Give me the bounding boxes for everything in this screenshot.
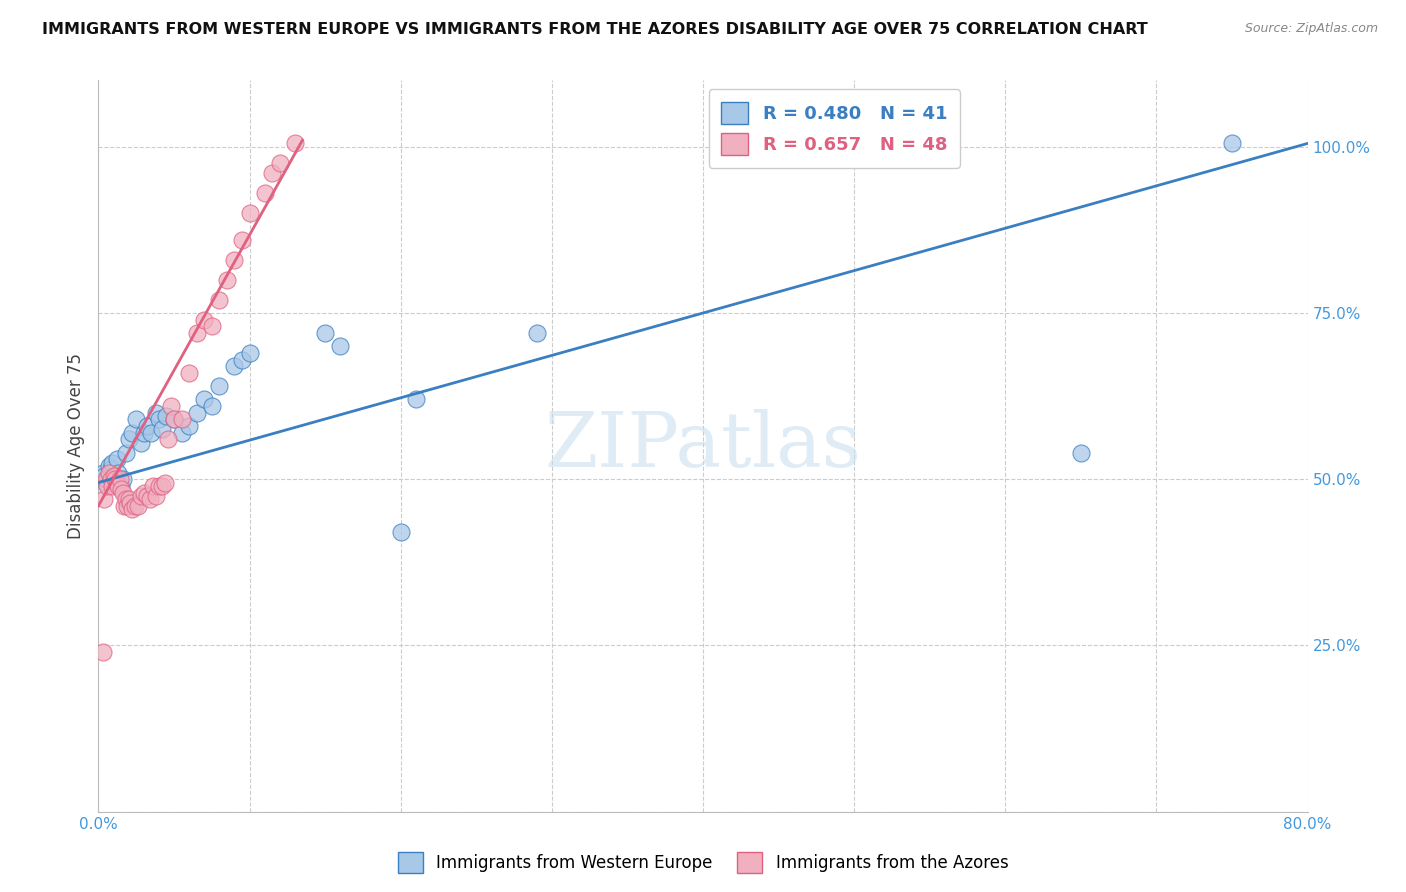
Point xyxy=(91,466,114,480)
Point xyxy=(101,479,124,493)
Point xyxy=(100,462,122,476)
Point xyxy=(405,392,427,407)
Point xyxy=(163,412,186,426)
Point xyxy=(224,359,246,374)
Point xyxy=(231,352,253,367)
Point xyxy=(121,425,143,440)
Point xyxy=(127,499,149,513)
Point xyxy=(239,346,262,360)
Point xyxy=(262,166,284,180)
Point xyxy=(111,485,134,500)
Point xyxy=(107,466,129,480)
Point xyxy=(186,326,208,340)
Point xyxy=(124,499,146,513)
Point xyxy=(314,326,336,340)
Point xyxy=(135,489,157,503)
Point xyxy=(389,525,412,540)
Point xyxy=(139,492,162,507)
Point xyxy=(110,482,132,496)
Point xyxy=(98,458,121,473)
Point xyxy=(284,136,307,151)
Point xyxy=(1220,136,1243,151)
Point xyxy=(186,406,208,420)
Point xyxy=(108,472,131,486)
Point xyxy=(208,379,231,393)
Legend: Immigrants from Western Europe, Immigrants from the Azores: Immigrants from Western Europe, Immigran… xyxy=(391,846,1015,880)
Point xyxy=(129,435,152,450)
Point xyxy=(145,406,167,420)
Point xyxy=(208,293,231,307)
Text: Source: ZipAtlas.com: Source: ZipAtlas.com xyxy=(1244,22,1378,36)
Point xyxy=(105,475,128,490)
Point xyxy=(125,412,148,426)
Point xyxy=(141,425,163,440)
Point xyxy=(121,502,143,516)
Point xyxy=(98,466,121,480)
Point xyxy=(155,409,177,423)
Point xyxy=(94,472,117,486)
Point xyxy=(145,489,167,503)
Point xyxy=(153,475,176,490)
Legend: R = 0.480   N = 41, R = 0.657   N = 48: R = 0.480 N = 41, R = 0.657 N = 48 xyxy=(709,89,960,168)
Point xyxy=(329,339,352,353)
Text: IMMIGRANTS FROM WESTERN EUROPE VS IMMIGRANTS FROM THE AZORES DISABILITY AGE OVER: IMMIGRANTS FROM WESTERN EUROPE VS IMMIGR… xyxy=(42,22,1147,37)
Point xyxy=(114,492,136,507)
Point xyxy=(115,499,138,513)
Point xyxy=(118,433,141,447)
Point xyxy=(201,319,224,334)
Point xyxy=(118,492,141,507)
Point xyxy=(107,479,129,493)
Point xyxy=(105,452,128,467)
Point xyxy=(114,445,136,459)
Point xyxy=(170,425,193,440)
Point xyxy=(96,472,118,486)
Point xyxy=(110,479,132,493)
Point xyxy=(111,472,134,486)
Point xyxy=(101,456,124,470)
Point xyxy=(1070,445,1092,459)
Point xyxy=(148,412,170,426)
Point xyxy=(170,412,193,426)
Point xyxy=(201,399,224,413)
Point xyxy=(160,399,183,413)
Point xyxy=(104,472,127,486)
Point xyxy=(193,312,215,326)
Point xyxy=(239,206,262,220)
Point xyxy=(148,479,170,493)
Point xyxy=(224,252,246,267)
Point xyxy=(179,419,201,434)
Point xyxy=(150,479,173,493)
Point xyxy=(163,412,186,426)
Point xyxy=(179,366,201,380)
Point xyxy=(96,479,118,493)
Point xyxy=(93,469,115,483)
Y-axis label: Disability Age Over 75: Disability Age Over 75 xyxy=(66,353,84,539)
Point xyxy=(269,156,291,170)
Point xyxy=(142,479,165,493)
Point xyxy=(103,469,125,483)
Point xyxy=(132,425,155,440)
Point xyxy=(526,326,548,340)
Point xyxy=(120,495,142,509)
Point xyxy=(100,472,122,486)
Point xyxy=(156,433,179,447)
Point xyxy=(215,273,238,287)
Point xyxy=(94,475,117,490)
Point xyxy=(150,422,173,436)
Point xyxy=(103,469,125,483)
Point xyxy=(129,489,152,503)
Text: ZIPatlas: ZIPatlas xyxy=(544,409,862,483)
Point xyxy=(112,499,135,513)
Point xyxy=(231,233,253,247)
Point xyxy=(135,419,157,434)
Point xyxy=(193,392,215,407)
Point xyxy=(93,492,115,507)
Point xyxy=(132,485,155,500)
Point xyxy=(91,645,114,659)
Point xyxy=(253,186,276,201)
